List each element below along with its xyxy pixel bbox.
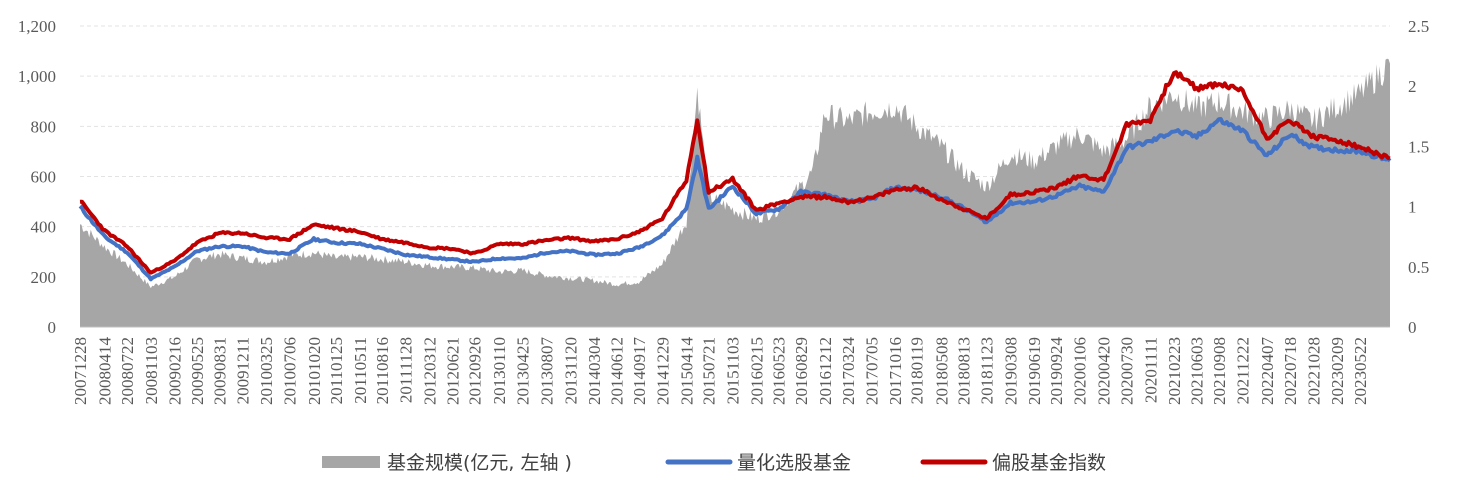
left-y-tick-label: 0 — [48, 318, 57, 337]
x-tick-label: 20230209 — [1328, 337, 1347, 405]
x-tick-label: 20110125 — [327, 337, 346, 404]
x-tick-label: 20180119 — [908, 337, 927, 404]
x-tick-label: 20091211 — [234, 337, 253, 404]
right-y-tick-label: 1 — [1408, 198, 1417, 217]
x-tick-label: 20181123 — [978, 337, 997, 404]
x-tick-label: 20180813 — [954, 337, 973, 405]
x-tick-label: 20101020 — [305, 337, 324, 405]
left-y-tick-label: 200 — [31, 268, 57, 287]
legend-label-fund-scale: 基金规模(亿元, 左轴 ) — [387, 452, 572, 474]
legend-swatch-fund-scale — [322, 456, 380, 468]
x-tick-label: 20140612 — [608, 337, 627, 405]
right-y-tick-label: 0 — [1408, 318, 1417, 337]
x-tick-label: 20151103 — [724, 337, 743, 404]
x-tick-label: 20080414 — [96, 337, 115, 406]
x-tick-label: 20150414 — [677, 337, 696, 406]
series-equity-fund-index-line — [79, 70, 1391, 275]
x-tick-label: 20200106 — [1071, 337, 1090, 405]
left-y-tick-label: 1,200 — [18, 17, 56, 36]
x-tick-label: 20210223 — [1165, 337, 1184, 405]
x-tick-label: 20100706 — [281, 337, 300, 405]
x-tick-label: 20071228 — [71, 337, 90, 405]
x-tick-label: 20120312 — [421, 337, 440, 405]
x-tick-label: 20160829 — [792, 337, 811, 405]
x-tick-label: 20140917 — [630, 337, 649, 406]
legend-label-equity-fund-index: 偏股基金指数 — [992, 452, 1106, 474]
x-tick-label: 20200730 — [1118, 337, 1137, 405]
x-tick-label: 20161212 — [816, 337, 835, 405]
left-y-tick-label: 800 — [31, 117, 57, 136]
left-y-tick-label: 400 — [31, 218, 57, 237]
x-tick-label: 20110511 — [351, 337, 370, 404]
left-y-tick-label: 1,000 — [18, 67, 56, 86]
right-y-axis: 0 0.5 1 1.5 2 2.5 — [1408, 17, 1429, 337]
x-axis: 20071228 20080414 20080722 20081103 20090216… — [71, 337, 1370, 406]
x-tick-label: 20131120 — [561, 337, 580, 404]
right-y-tick-label: 2 — [1408, 77, 1417, 96]
x-tick-label: 20220718 — [1281, 337, 1300, 405]
right-y-tick-label: 0.5 — [1408, 258, 1429, 277]
x-tick-label: 20080722 — [118, 337, 137, 405]
x-tick-label: 20100325 — [257, 337, 276, 405]
x-tick-label: 20170705 — [863, 337, 882, 405]
right-y-tick-label: 1.5 — [1408, 137, 1429, 156]
x-tick-label: 20190308 — [1002, 337, 1021, 405]
x-tick-label: 20230522 — [1351, 337, 1370, 405]
left-y-tick-label: 600 — [31, 168, 57, 187]
x-tick-label: 20210908 — [1210, 337, 1229, 405]
x-tick-label: 20130110 — [490, 337, 509, 404]
x-tick-label: 20110816 — [373, 337, 392, 404]
x-tick-label: 20170324 — [839, 337, 858, 406]
x-tick-label: 20120621 — [444, 337, 463, 405]
legend-label-quant-fund: 量化选股基金 — [737, 452, 851, 474]
x-tick-label: 20190619 — [1025, 337, 1044, 405]
x-tick-label: 20150721 — [700, 337, 719, 405]
x-tick-label: 20221028 — [1304, 337, 1323, 405]
x-tick-label: 20130425 — [514, 337, 533, 405]
series-quant-fund-line — [78, 117, 1392, 282]
right-y-tick-label: 2.5 — [1408, 17, 1429, 36]
x-tick-label: 20171016 — [886, 337, 905, 405]
x-tick-label: 20220407 — [1258, 337, 1277, 406]
x-tick-label: 20210603 — [1188, 337, 1207, 405]
x-tick-label: 20140304 — [585, 337, 604, 406]
x-tick-label: 20211222 — [1234, 337, 1253, 404]
x-tick-label: 20120926 — [466, 337, 485, 405]
left-y-axis: 0 200 400 600 800 1,000 1,200 — [18, 17, 56, 337]
x-tick-label: 20111128 — [397, 337, 416, 403]
legend: 基金规模(亿元, 左轴 ) 量化选股基金 偏股基金指数 — [322, 452, 1106, 474]
x-tick-label: 20180508 — [932, 337, 951, 405]
x-tick-label: 20081103 — [142, 337, 161, 404]
x-tick-label: 20090525 — [188, 337, 207, 405]
x-tick-label: 20190924 — [1047, 337, 1066, 406]
x-tick-label: 20201111 — [1141, 337, 1160, 403]
series-fund-scale-area — [80, 58, 1390, 327]
x-tick-label: 20090216 — [166, 337, 185, 405]
x-tick-label: 20141229 — [653, 337, 672, 405]
x-tick-label: 20160523 — [770, 337, 789, 405]
x-tick-label: 20160215 — [747, 337, 766, 405]
x-tick-label: 20090831 — [210, 337, 229, 405]
x-tick-label: 20200420 — [1095, 337, 1114, 405]
x-tick-label: 20130807 — [537, 337, 556, 406]
